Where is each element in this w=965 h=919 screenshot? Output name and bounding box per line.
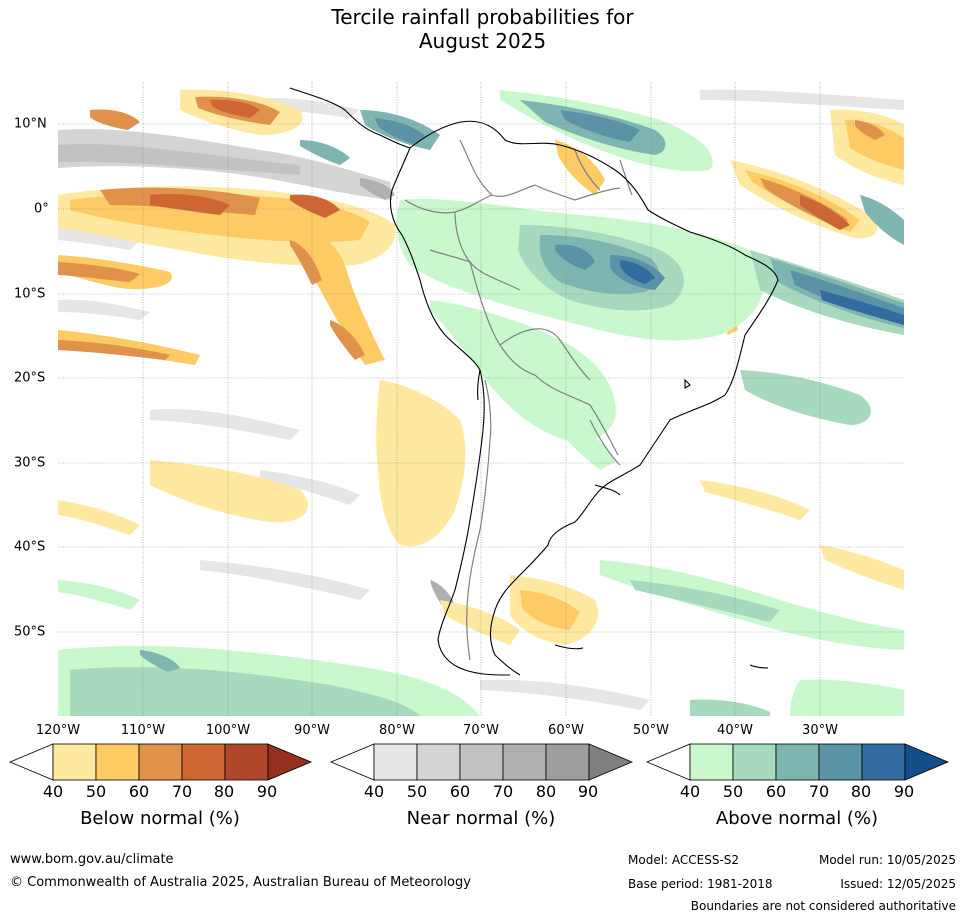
- colorbar-near-segment: [502, 743, 547, 781]
- lat-label-50s: 50°S: [14, 624, 46, 640]
- colorbar-near-segment: [459, 743, 504, 781]
- colorbar-tick: 60: [449, 782, 471, 801]
- lon-label-60w: 60°W: [548, 723, 584, 738]
- lon-label-50w: 50°W: [633, 723, 669, 738]
- above-normal-regions: [58, 90, 904, 716]
- colorbar-below-segment: [95, 743, 140, 781]
- model-text: Model: ACCESS-S2: [628, 853, 740, 867]
- map-title: Tercile rainfall probabilities for Augus…: [0, 5, 965, 53]
- lat-label-40s: 40°S: [14, 539, 46, 555]
- lon-label-110w: 110°W: [120, 723, 166, 738]
- lat-label-0: 0°: [34, 201, 49, 217]
- colorbar-above-segment: [775, 743, 820, 781]
- lat-label-20s: 20°S: [14, 370, 46, 386]
- colorbar-below-segment: [181, 743, 226, 781]
- colorbar-tick: 90: [893, 782, 915, 801]
- colorbar-label-below: Below normal (%): [80, 808, 240, 829]
- colorbar-above-segment: [861, 743, 906, 781]
- lat-label-10n: 10°N: [14, 116, 47, 132]
- colorbar-above-segment: [689, 743, 734, 781]
- issued-text: Issued: 12/05/2025: [840, 877, 956, 891]
- map-title-line2: August 2025: [418, 29, 547, 53]
- colorbar-tick: 60: [128, 782, 150, 801]
- lon-label-80w: 80°W: [379, 723, 415, 738]
- website-link[interactable]: www.bom.gov.au/climate: [10, 852, 174, 867]
- colorbar-tick: 80: [535, 782, 557, 801]
- probability-field: [58, 82, 904, 716]
- colorbar-above-segment: [732, 743, 777, 781]
- colorbar-label-near: Near normal (%): [406, 808, 556, 829]
- colorbar-tick: 40: [42, 782, 64, 801]
- colorbar-below-min-arrow: [8, 743, 54, 781]
- colorbar-tick: 70: [492, 782, 514, 801]
- colorbar-tick: 50: [85, 782, 107, 801]
- colorbar-tick: 40: [363, 782, 385, 801]
- map-title-line1: Tercile rainfall probabilities for: [331, 5, 634, 29]
- graticule: [58, 82, 904, 716]
- colorbar-tick: 90: [577, 782, 599, 801]
- colorbar-label-above: Above normal (%): [715, 808, 879, 829]
- model-run-text: Model run: 10/05/2025: [818, 853, 956, 867]
- lon-label-100w: 100°W: [205, 723, 251, 738]
- colorbar-below-max-arrow: [267, 743, 313, 781]
- below-normal-regions: [58, 89, 904, 645]
- colorbar-tick: 50: [722, 782, 744, 801]
- colorbar-below-segment: [52, 743, 97, 781]
- copyright-text: © Commonwealth of Australia 2025, Austra…: [10, 875, 471, 890]
- colorbar-tick: 90: [256, 782, 278, 801]
- colorbar-near-max-arrow: [588, 743, 634, 781]
- colorbar-tick: 70: [808, 782, 830, 801]
- disclaimer-text: Boundaries are not considered authoritat…: [690, 899, 956, 913]
- colorbar-near-segment: [416, 743, 461, 781]
- lon-label-30w: 30°W: [802, 723, 838, 738]
- colorbar-above-min-arrow: [645, 743, 691, 781]
- colorbar-near-segment: [545, 743, 590, 781]
- country-borders: [404, 139, 633, 661]
- colorbar-tick: 60: [765, 782, 787, 801]
- colorbar-near-min-arrow: [329, 743, 375, 781]
- colorbar-above-max-arrow: [904, 743, 950, 781]
- colorbar-tick: 70: [171, 782, 193, 801]
- coastline: [289, 87, 779, 676]
- base-period-text: Base period: 1981-2018: [628, 877, 773, 891]
- colorbar-tick: 50: [406, 782, 428, 801]
- lon-label-120w: 120°W: [35, 723, 81, 738]
- colorbar-below-segment: [138, 743, 183, 781]
- colorbars: [8, 743, 950, 781]
- colorbar-tick: 80: [850, 782, 872, 801]
- lon-label-40w: 40°W: [717, 723, 753, 738]
- lon-label-70w: 70°W: [463, 723, 499, 738]
- lat-label-10s: 10°S: [14, 286, 46, 302]
- colorbar-near-segment: [373, 743, 418, 781]
- lat-label-30s: 30°S: [14, 455, 46, 471]
- colorbar-below-segment: [224, 743, 269, 781]
- lon-label-90w: 90°W: [294, 723, 330, 738]
- colorbar-tick: 80: [213, 782, 235, 801]
- colorbar-tick: 40: [679, 782, 701, 801]
- colorbar-above-segment: [818, 743, 863, 781]
